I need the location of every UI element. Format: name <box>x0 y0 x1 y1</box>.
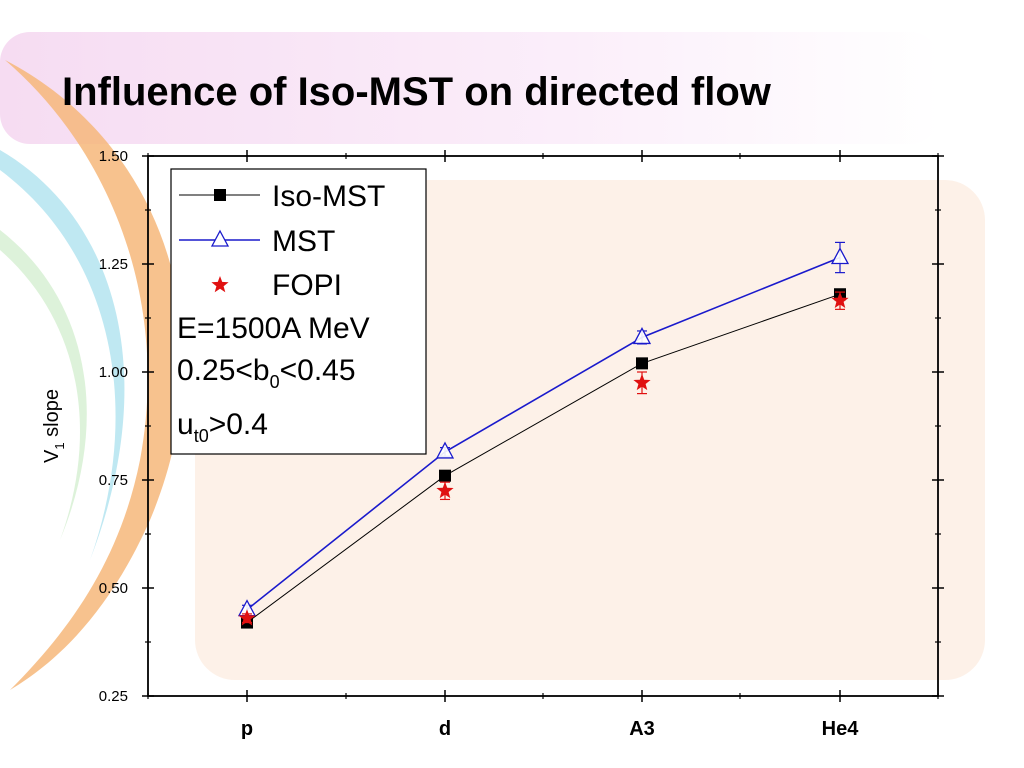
x-tick-label: p <box>241 718 253 740</box>
point-mst <box>830 247 850 265</box>
y-tick-label: 0.25 <box>99 688 128 705</box>
annotation-u-pre: u <box>177 408 194 441</box>
slide-title: Influence of Iso-MST on directed flow <box>62 70 771 114</box>
y-tick-label: 1.25 <box>99 256 128 273</box>
point-fopi <box>633 373 651 391</box>
series-layer <box>237 241 850 629</box>
annotation-u-post: >0.4 <box>209 408 268 441</box>
legend-label-fopi: FOPI <box>272 269 342 302</box>
point-mst <box>632 327 652 345</box>
series-mst <box>237 241 850 617</box>
y-axis-label: V1 slope <box>41 389 67 463</box>
point-iso-mst <box>439 469 451 482</box>
annotation-b-sub: 0 <box>270 372 280 392</box>
legend-marker-iso-mst <box>214 189 226 201</box>
y-tick-label: 0.75 <box>99 472 128 489</box>
y-axis-label-main: V <box>41 449 63 463</box>
orange-swoosh <box>5 60 184 690</box>
x-axis-tick-labels: p d A3 He4 <box>241 718 859 740</box>
series-line-mst <box>246 256 841 611</box>
x-tick-label: A3 <box>629 718 655 740</box>
y-axis-tick-labels: 0.25 0.50 0.75 1.00 1.25 1.50 <box>99 148 128 705</box>
y-axis-label-rest: slope <box>41 389 63 442</box>
annotation-b-pre: 0.25<b <box>177 354 270 387</box>
point-fopi <box>831 291 849 308</box>
y-tick-label: 1.00 <box>99 364 128 381</box>
annotation-b-post: <0.45 <box>280 354 356 387</box>
point-mst <box>435 441 455 459</box>
axis-ticks <box>142 150 944 702</box>
point-iso-mst <box>636 357 648 370</box>
y-tick-label: 0.50 <box>99 580 128 597</box>
legend-marker-fopi <box>211 276 229 293</box>
legend-box <box>170 168 427 455</box>
legend-marker-mst <box>210 229 230 247</box>
series-fopi <box>238 291 849 626</box>
annotation-impact-parameter: 0.25<b0<0.45 <box>177 354 356 392</box>
series-line-iso-mst <box>246 293 841 624</box>
title-band <box>0 32 940 144</box>
legend-label-mst: MST <box>272 225 335 258</box>
green-swoosh <box>0 230 87 540</box>
annotation-energy: E=1500A MeV <box>177 312 370 345</box>
cyan-swoosh <box>0 150 125 560</box>
point-fopi <box>238 609 256 626</box>
y-axis-label-sub: 1 <box>52 442 67 449</box>
annotation-transverse-velocity: ut0>0.4 <box>177 408 268 446</box>
y-tick-label: 1.50 <box>99 148 128 165</box>
legend-label-iso-mst: Iso-MST <box>272 180 385 213</box>
x-tick-label: He4 <box>822 718 860 740</box>
x-tick-label: d <box>439 718 451 740</box>
point-fopi <box>436 481 454 499</box>
annotation-u-sub: t0 <box>194 426 209 446</box>
legend: Iso-MST MST FOPI E=1500A MeV 0.25<b0<0.4… <box>170 168 427 455</box>
